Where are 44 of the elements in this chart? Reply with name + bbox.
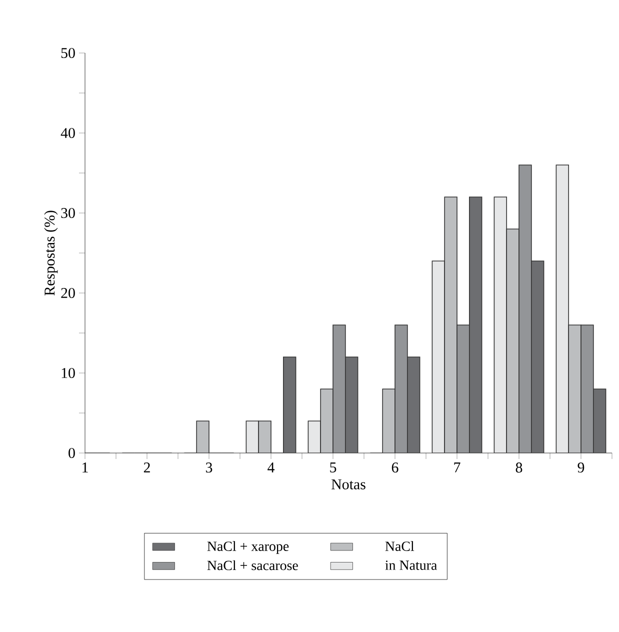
legend-label: NaCl + sacarose: [207, 560, 298, 570]
x-tick-label: 3: [206, 462, 212, 473]
bar: [382, 388, 396, 453]
legend-label: in Natura: [385, 560, 437, 570]
y-tick-label: 50: [61, 48, 75, 58]
x-tick-label: 4: [268, 462, 274, 472]
bar: [556, 164, 569, 453]
x-tick-label: 9: [578, 462, 584, 473]
x-tick-label: 6: [392, 462, 398, 473]
bar: [407, 356, 420, 453]
x-tick-label: 5: [330, 462, 336, 472]
bar: [196, 420, 210, 453]
bar: [531, 260, 544, 453]
bar: [394, 324, 408, 453]
bar: [258, 420, 272, 453]
bar: [320, 388, 334, 453]
bar: [444, 196, 458, 453]
y-tick-label: 0: [68, 448, 75, 458]
bar: [345, 356, 358, 453]
bar: [456, 324, 470, 453]
bar: [283, 356, 296, 453]
x-axis-title: Notas: [332, 479, 366, 490]
legend-label: NaCl + xarope: [207, 541, 289, 554]
y-tick-label: 30: [61, 208, 75, 218]
bar: [332, 324, 346, 453]
x-tick-label: 7: [454, 462, 460, 472]
bar: [593, 388, 606, 453]
bar: [469, 196, 482, 453]
bar: [494, 196, 507, 453]
legend-label: NaCl: [385, 541, 414, 552]
y-tick-label: 20: [61, 288, 75, 298]
bar: [518, 164, 532, 453]
y-tick-label: 10: [62, 368, 75, 378]
bar: [568, 324, 582, 453]
bar: [246, 420, 259, 453]
bar: [308, 420, 321, 453]
x-tick-label: 2: [144, 462, 150, 472]
bar: [580, 324, 594, 453]
y-tick-label: 40: [60, 128, 75, 138]
y-axis-title: Respostas (%): [44, 210, 58, 296]
x-tick-label: 8: [516, 462, 522, 473]
bar: [506, 228, 520, 453]
bar: [432, 260, 445, 453]
x-tick-label: 1: [82, 462, 88, 472]
